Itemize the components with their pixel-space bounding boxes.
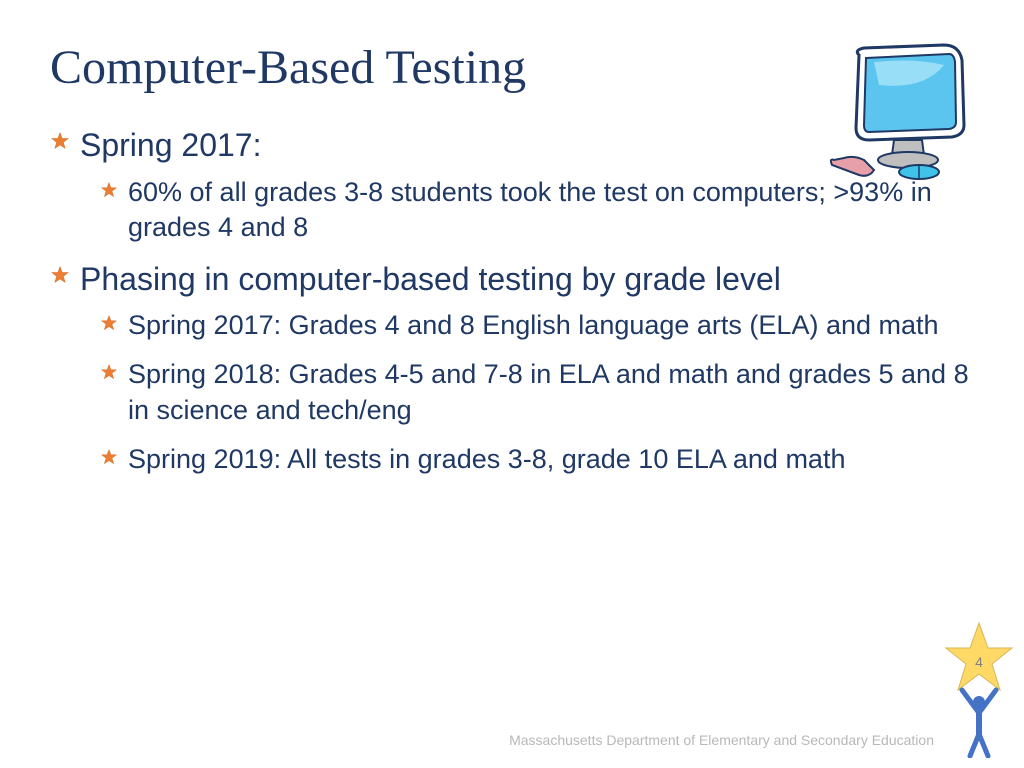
star-bullet-icon <box>100 314 118 337</box>
page-number-figure: 4 <box>944 618 1014 758</box>
star-bullet-icon <box>100 363 118 386</box>
bullet-text: Spring 2018: Grades 4-5 and 7-8 in ELA a… <box>128 357 974 427</box>
page-number: 4 <box>944 654 1014 670</box>
star-bullet-icon <box>100 181 118 204</box>
bullet-item: Spring 2017: Grades 4 and 8 English lang… <box>50 308 974 343</box>
bullet-text: Spring 2017: Grades 4 and 8 English lang… <box>128 308 939 343</box>
computer-icon <box>824 40 974 185</box>
bullet-text: Spring 2017: <box>80 125 261 167</box>
star-bullet-icon <box>50 131 70 156</box>
bullet-text: Spring 2019: All tests in grades 3-8, gr… <box>128 442 845 477</box>
bullet-item: 60% of all grades 3-8 students took the … <box>50 175 974 245</box>
bullet-item: Phasing in computer-based testing by gra… <box>50 259 974 301</box>
bullet-text: 60% of all grades 3-8 students took the … <box>128 175 974 245</box>
star-bullet-icon <box>50 265 70 290</box>
bullet-item: Spring 2018: Grades 4-5 and 7-8 in ELA a… <box>50 357 974 427</box>
star-bullet-icon <box>100 448 118 471</box>
footer-text: Massachusetts Department of Elementary a… <box>509 732 934 748</box>
bullet-text: Phasing in computer-based testing by gra… <box>80 259 781 301</box>
bullet-item: Spring 2019: All tests in grades 3-8, gr… <box>50 442 974 477</box>
